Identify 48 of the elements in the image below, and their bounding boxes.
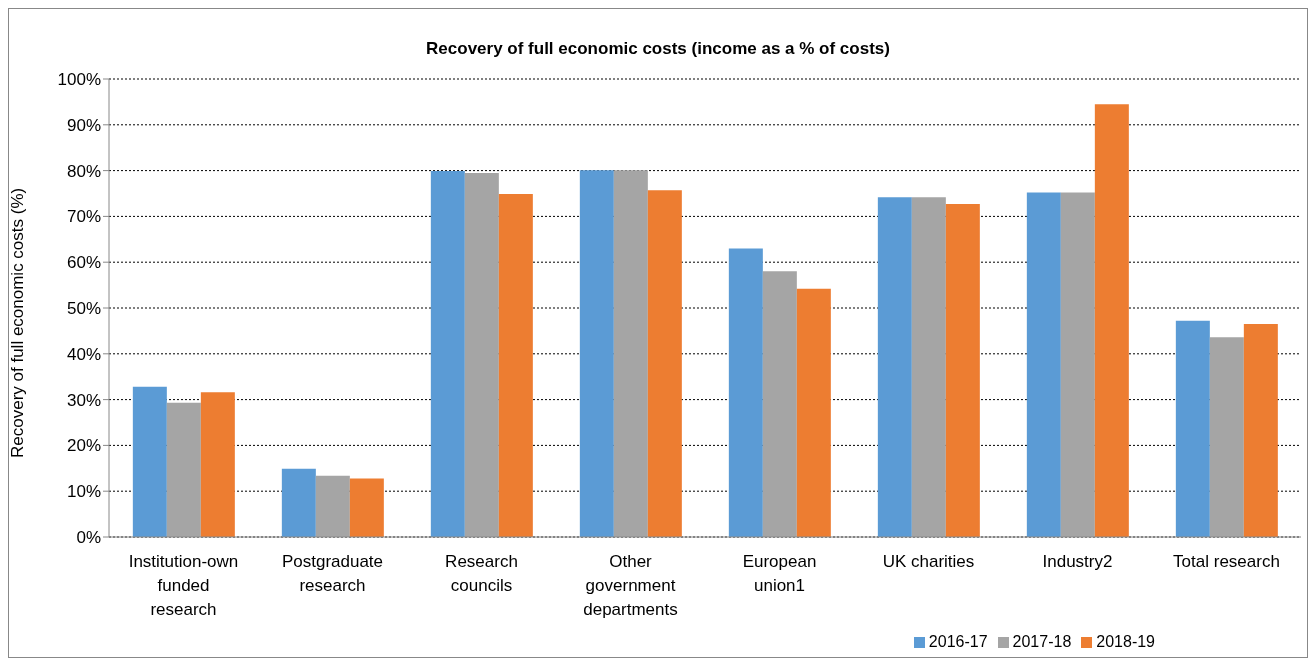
chart-title: Recovery of full economic costs (income as a % of costs) bbox=[425, 38, 891, 60]
y-tick-label: 20% bbox=[66, 436, 101, 456]
bar bbox=[796, 288, 831, 537]
bar bbox=[1175, 320, 1210, 537]
legend-label: 2018-19 bbox=[1096, 633, 1155, 650]
x-tick-label: Research councils bbox=[445, 552, 518, 595]
x-tick-label: Other government departments bbox=[583, 552, 678, 619]
y-tick-label: 0% bbox=[76, 528, 101, 548]
x-tick-label: Institution-own funded research bbox=[128, 552, 239, 619]
x-tick-label: Postgraduate research bbox=[281, 552, 384, 595]
y-tick-label: 90% bbox=[66, 115, 101, 135]
legend-label: 2016-17 bbox=[928, 633, 988, 650]
bar bbox=[613, 170, 648, 537]
x-tick-label: Total research bbox=[1173, 552, 1280, 571]
bar bbox=[647, 190, 682, 537]
bar bbox=[281, 468, 316, 537]
x-tick-label: UK charities bbox=[882, 552, 975, 571]
y-tick-label: 40% bbox=[66, 344, 101, 364]
bar bbox=[132, 386, 167, 537]
y-tick-label: 10% bbox=[66, 482, 101, 502]
bar bbox=[579, 170, 614, 537]
bar bbox=[430, 171, 465, 537]
x-tick-label: Industry2 bbox=[1042, 552, 1113, 571]
y-tick-label: 80% bbox=[66, 161, 101, 181]
bar bbox=[349, 478, 384, 537]
bar bbox=[1094, 104, 1129, 537]
y-tick-label: 100% bbox=[57, 70, 101, 90]
bar bbox=[911, 197, 946, 537]
bar bbox=[200, 392, 235, 537]
bar bbox=[945, 204, 980, 537]
bar bbox=[877, 197, 912, 537]
bar bbox=[166, 402, 201, 537]
y-tick-label: 70% bbox=[66, 207, 101, 227]
bar bbox=[1060, 192, 1095, 537]
y-axis-title: Recovery of full economic costs (%) bbox=[8, 187, 28, 458]
bar bbox=[728, 248, 763, 537]
bar bbox=[1243, 324, 1278, 537]
bar bbox=[1026, 192, 1061, 537]
y-tick-label: 50% bbox=[66, 299, 101, 319]
legend-label: 2017-18 bbox=[1012, 633, 1072, 650]
x-tick-label: European union1 bbox=[742, 552, 817, 595]
bar bbox=[1209, 337, 1244, 537]
y-tick-label: 60% bbox=[66, 253, 101, 273]
bar bbox=[464, 172, 499, 537]
bar bbox=[762, 271, 797, 537]
y-tick-label: 30% bbox=[66, 390, 101, 410]
bar bbox=[498, 193, 533, 537]
bar bbox=[315, 475, 350, 537]
